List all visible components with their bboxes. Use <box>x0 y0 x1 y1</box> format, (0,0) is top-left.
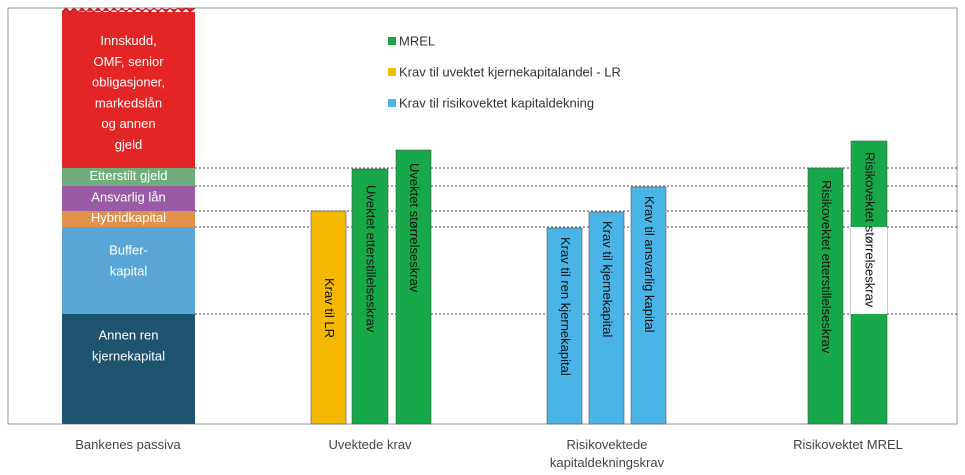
legend-label: Krav til risikovektet kapitaldekning <box>399 95 594 110</box>
bar <box>807 167 844 425</box>
bar <box>630 186 667 425</box>
legend-label: MREL <box>399 33 435 48</box>
bar-label: Krav til LR <box>322 278 337 338</box>
bar <box>310 210 347 425</box>
bars <box>310 140 888 425</box>
bar <box>546 227 583 425</box>
bar <box>351 168 389 425</box>
group-label: Risikovektet MREL <box>793 437 903 452</box>
layer-label: Ansvarlig lån <box>91 190 165 205</box>
legend-swatch <box>388 68 396 76</box>
bar-label: Krav til ansvarlig kapital <box>642 196 657 333</box>
bar-label: Krav til ren kjernekapital <box>558 237 573 376</box>
bar <box>395 149 432 425</box>
layer-label: Innskudd, OMF, senior obligasjoner, markeds… <box>92 33 165 152</box>
stack-column <box>61 7 196 424</box>
legend-swatch <box>388 37 396 45</box>
bar-gap <box>851 227 887 314</box>
zigzag <box>61 7 196 13</box>
legend-swatch <box>388 99 396 107</box>
legend-label: Krav til uvektet kjernekapitalandel - LR <box>399 64 621 79</box>
bar-label: Uvektet størrelseskrav <box>407 163 422 293</box>
bar-label: Risikovektet etterstillelseskrav <box>819 180 834 354</box>
layer <box>62 12 195 168</box>
bar <box>588 211 625 425</box>
bar-label: Krav til kjernekapital <box>600 221 615 337</box>
layer-label: Buffer-kapital <box>109 243 148 279</box>
layer-label: Etterstilt gjeld <box>89 168 167 183</box>
group-label: Bankenes passiva <box>75 437 181 452</box>
layer-label: Annen ren kjernekapital <box>92 328 165 364</box>
layer <box>62 227 195 314</box>
bar-label: Uvektet etterstillelseskrav <box>364 185 379 333</box>
group-label: Uvektede krav <box>328 437 412 452</box>
layer <box>62 186 195 211</box>
layer <box>62 211 195 227</box>
legend: MREL Krav til uvektet kjernekapitalandel… <box>388 33 621 110</box>
layer <box>62 314 195 424</box>
layer <box>62 168 195 186</box>
layer-label: Hybridkapital <box>91 210 166 225</box>
group-label: Risikovektede kapitaldekningskrav <box>550 437 665 470</box>
bar-label: Risikovektet størrelseskrav <box>863 152 878 308</box>
